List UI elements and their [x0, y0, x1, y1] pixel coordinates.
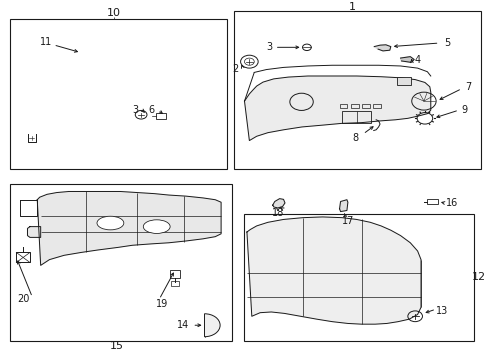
Bar — [350, 104, 358, 108]
Polygon shape — [272, 199, 285, 208]
Polygon shape — [244, 76, 430, 140]
Text: 18: 18 — [271, 208, 283, 218]
Text: 3: 3 — [265, 42, 271, 52]
Bar — [10, 184, 232, 341]
Text: 4: 4 — [414, 55, 420, 65]
Text: 11: 11 — [40, 37, 52, 47]
Text: 19: 19 — [155, 299, 167, 309]
Polygon shape — [400, 57, 413, 62]
Text: 12: 12 — [470, 272, 485, 282]
Text: 8: 8 — [352, 133, 358, 143]
Bar — [372, 104, 380, 108]
Ellipse shape — [97, 216, 123, 230]
Bar — [156, 113, 165, 119]
Text: 9: 9 — [461, 105, 467, 115]
Bar — [243, 214, 473, 341]
Bar — [171, 281, 179, 286]
Text: 10: 10 — [106, 8, 121, 18]
Polygon shape — [339, 200, 347, 212]
Polygon shape — [246, 217, 420, 324]
Polygon shape — [27, 227, 41, 237]
Polygon shape — [373, 45, 390, 51]
Bar — [427, 199, 437, 204]
Text: 7: 7 — [464, 82, 470, 92]
Text: 20: 20 — [18, 294, 30, 304]
Text: 14: 14 — [177, 320, 189, 330]
Text: 13: 13 — [435, 306, 447, 316]
Text: 2: 2 — [232, 64, 238, 74]
Text: 6: 6 — [148, 105, 155, 115]
Bar — [339, 104, 346, 108]
Bar — [396, 77, 410, 85]
Text: 15: 15 — [109, 341, 123, 351]
Bar — [233, 12, 481, 169]
Bar — [361, 104, 369, 108]
Bar — [170, 270, 180, 278]
Polygon shape — [37, 192, 221, 265]
Text: 1: 1 — [348, 2, 356, 12]
Text: 3: 3 — [132, 105, 138, 115]
Text: 17: 17 — [341, 216, 353, 226]
Ellipse shape — [143, 220, 170, 233]
Text: 16: 16 — [445, 198, 457, 208]
Bar — [341, 111, 370, 123]
Wedge shape — [204, 314, 220, 337]
Bar — [16, 252, 30, 262]
Text: 5: 5 — [443, 38, 449, 48]
Bar — [10, 19, 227, 169]
